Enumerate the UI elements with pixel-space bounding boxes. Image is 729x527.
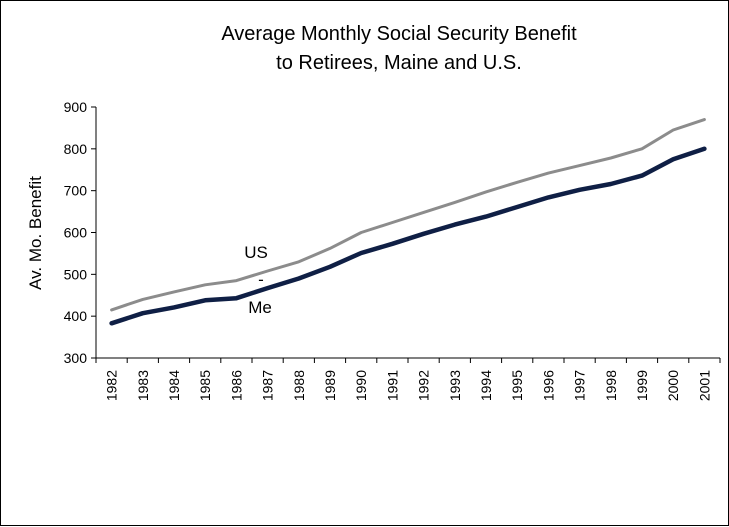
x-tick-label: 1992 [416, 370, 432, 401]
x-tick-label: 1993 [447, 370, 463, 401]
x-tick-label: 1989 [322, 370, 338, 401]
x-tick-label: 1994 [478, 370, 494, 401]
y-tick-label: 300 [64, 350, 88, 366]
x-tick-label: 1983 [135, 370, 151, 401]
x-tick-label: 1984 [166, 370, 182, 401]
chart-subtitle: to Retirees, Maine and U.S. [276, 52, 522, 74]
y-tick-label: 900 [64, 99, 88, 115]
y-tick-label: 600 [64, 225, 88, 241]
series-annotation-us: US [244, 243, 268, 262]
series-annotation-dash: - [258, 270, 264, 289]
series-line-us [112, 120, 705, 310]
y-tick-label: 500 [64, 266, 88, 282]
x-tick-label: 1991 [384, 370, 400, 401]
series-annotation-me: Me [248, 298, 272, 317]
chart-title: Average Monthly Social Security Benefit [221, 23, 577, 45]
series-lines [112, 120, 705, 324]
x-tick-label: 1990 [353, 370, 369, 401]
x-tick-label: 1987 [260, 370, 276, 401]
y-tick-label: 800 [64, 141, 88, 157]
x-tick-label: 1998 [603, 370, 619, 401]
x-tick-label: 1995 [509, 370, 525, 401]
x-tick-label: 1986 [228, 370, 244, 401]
series-line-me [112, 149, 705, 323]
x-tick-label: 2000 [665, 370, 681, 401]
axes [96, 107, 720, 358]
x-tick-label: 2001 [696, 370, 712, 401]
y-tick-label: 400 [64, 308, 88, 324]
x-tick-label: 1996 [540, 370, 556, 401]
x-ticks: 1982 1983 1984 1985 1986 1987 1988 1989 1990 1991… [96, 358, 720, 401]
x-tick-label: 1999 [634, 370, 650, 401]
x-tick-label: 1988 [291, 370, 307, 401]
x-tick-label: 1982 [104, 370, 120, 401]
x-tick-label: 1985 [197, 370, 213, 401]
y-axis-label: Av. Mo. Benefit [26, 176, 45, 290]
y-tick-label: 700 [64, 183, 88, 199]
y-ticks: 300 400 500 600 700 800 900 [64, 99, 96, 366]
x-tick-label: 1997 [572, 370, 588, 401]
